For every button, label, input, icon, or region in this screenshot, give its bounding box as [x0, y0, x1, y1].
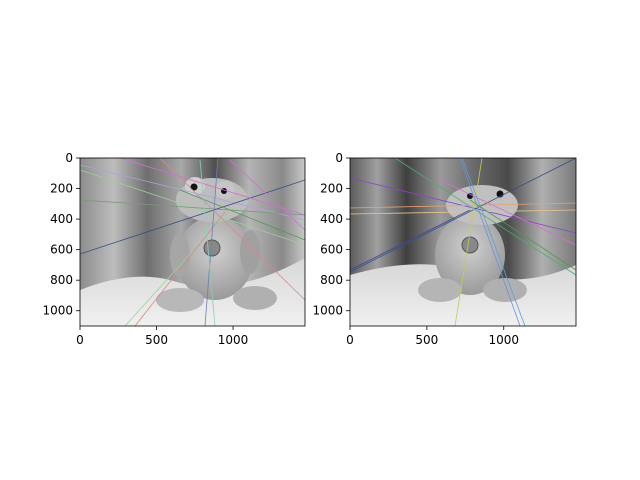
- left-xtick-label: 0: [76, 333, 84, 347]
- left-ytick-label: 200: [50, 182, 73, 196]
- left-ytick-label: 1000: [42, 304, 73, 318]
- right-ytick-label: 800: [320, 273, 343, 287]
- left-xtick-label: 500: [145, 333, 168, 347]
- right-xtick-label: 500: [415, 333, 438, 347]
- left-xtick-label: 1000: [218, 333, 249, 347]
- left-photo: [80, 158, 305, 326]
- right-ytick-label: 600: [320, 243, 343, 257]
- left-ytick-label: 0: [65, 151, 73, 165]
- right-xtick-label: 0: [346, 333, 354, 347]
- left-ytick-label: 600: [50, 243, 73, 257]
- left-ytick-label: 800: [50, 273, 73, 287]
- left-ytick-label: 400: [50, 212, 73, 226]
- left-panel: [79, 157, 306, 327]
- right-xtick-label: 1000: [488, 333, 519, 347]
- right-ytick-label: 1000: [312, 304, 343, 318]
- right-ytick-label: 200: [320, 182, 343, 196]
- right-ytick-label: 400: [320, 212, 343, 226]
- right-photo: [350, 158, 576, 326]
- axes-layer: 0 500 1000 0 200 400 600 800 1000 0 500 1000 0 200 400…: [42, 151, 519, 347]
- right-ytick-label: 0: [335, 151, 343, 165]
- right-panel: [349, 157, 577, 327]
